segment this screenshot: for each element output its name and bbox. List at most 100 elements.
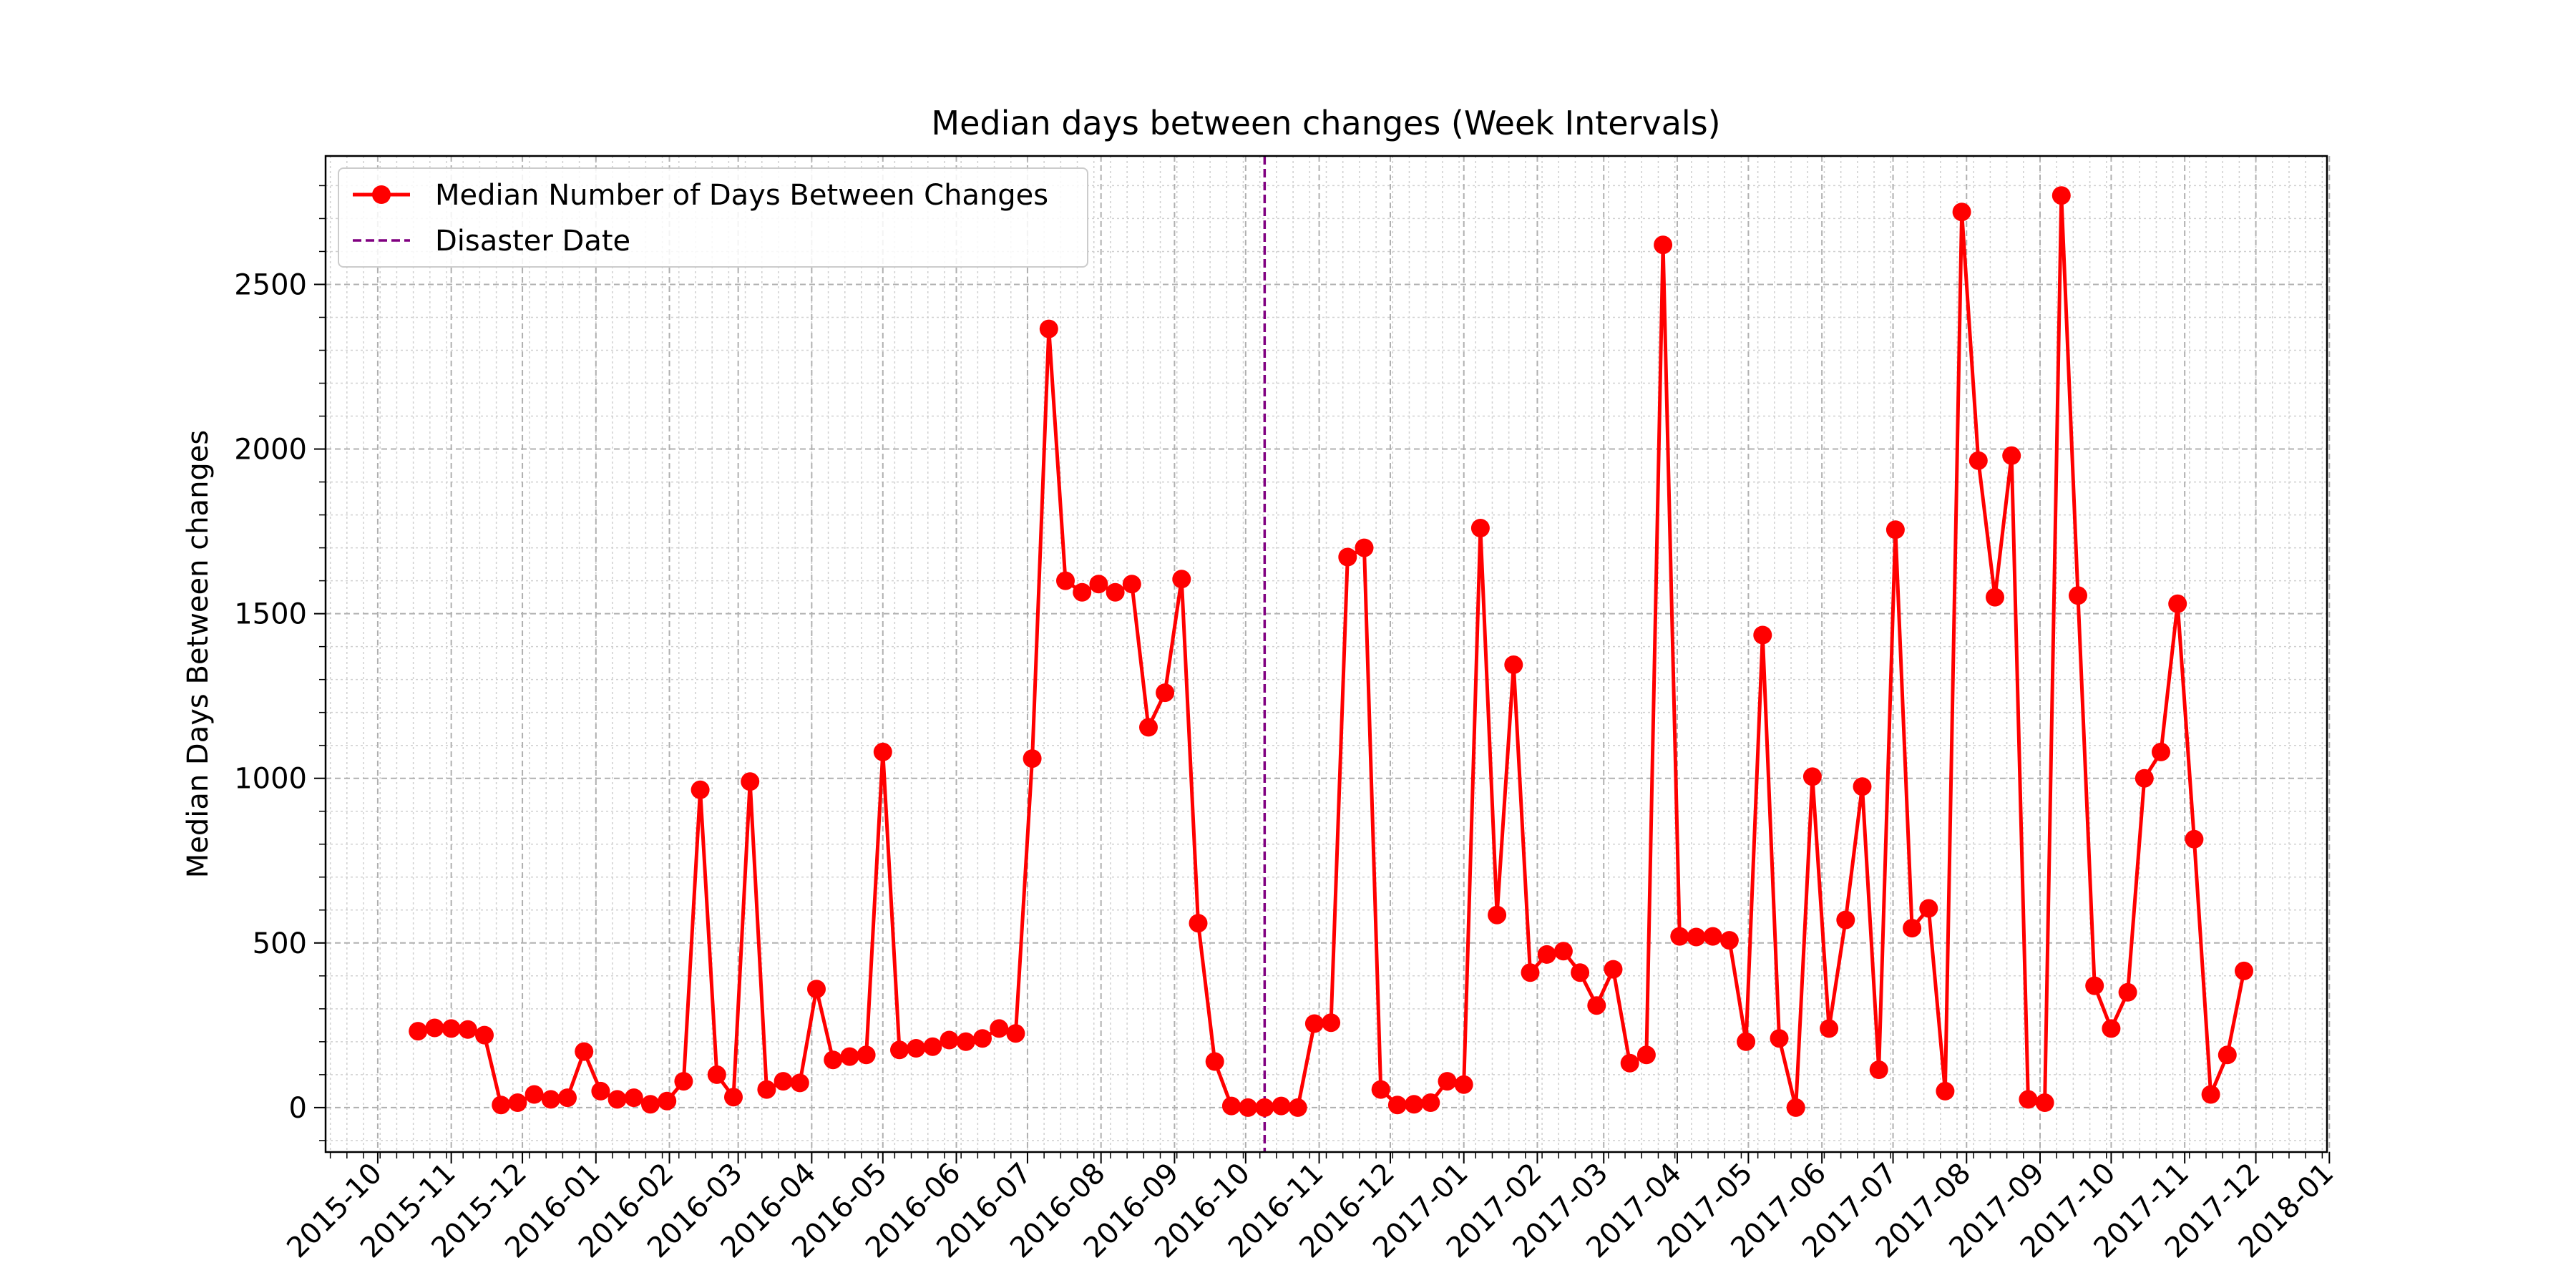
y-axis: 0 500 1000 1500 2000 2500 (234, 185, 326, 1141)
data-point (1719, 931, 1739, 950)
data-point (857, 1045, 876, 1065)
data-point (1687, 927, 1706, 947)
data-point (840, 1047, 859, 1066)
data-point (1089, 575, 1108, 594)
data-point (1620, 1053, 1639, 1073)
data-point (1952, 203, 1971, 222)
y-tick-label: 2000 (234, 434, 307, 467)
data-point (2002, 446, 2021, 465)
data-point (1371, 1080, 1390, 1099)
chart-title: Median days between changes (Week Interv… (931, 104, 1720, 142)
legend: Median Number of Days Between Changes Dis… (338, 167, 1088, 268)
data-point (691, 780, 710, 799)
data-point (475, 1025, 494, 1045)
data-point (441, 1019, 461, 1038)
data-point (1023, 749, 1042, 769)
data-point (2118, 982, 2137, 1002)
data-point (1869, 1060, 1888, 1079)
data-point (1654, 235, 1673, 255)
y-tick-label: 500 (253, 927, 307, 960)
data-point (1919, 899, 1938, 918)
data-point (1488, 905, 1507, 924)
data-point (1205, 1052, 1224, 1071)
data-point (1073, 582, 1092, 602)
data-point (940, 1030, 959, 1050)
y-tick-label: 1000 (234, 763, 307, 796)
data-point (1039, 319, 1058, 338)
data-point (1636, 1045, 1656, 1065)
y-tick-label: 1500 (234, 598, 307, 631)
data-point (658, 1091, 677, 1111)
legend-box (338, 167, 1088, 268)
data-series (409, 186, 2253, 1117)
data-point (1355, 538, 1374, 557)
data-point (1239, 1098, 1258, 1117)
data-point (790, 1073, 809, 1093)
data-point (2019, 1090, 2038, 1109)
data-point (1853, 777, 1872, 796)
data-point (2135, 769, 2154, 788)
data-point (1156, 683, 1175, 703)
data-point (1405, 1095, 1424, 1114)
data-point (558, 1088, 577, 1108)
data-point (2085, 976, 2104, 995)
data-point (1006, 1024, 1025, 1043)
data-point (575, 1042, 594, 1061)
data-point (2051, 186, 2071, 205)
data-point (1255, 1098, 1274, 1117)
data-point (2035, 1093, 2054, 1112)
data-point (1189, 914, 1208, 933)
data-point (1968, 451, 1988, 470)
data-point (824, 1050, 843, 1070)
data-point (2152, 742, 2170, 761)
data-point (1553, 942, 1573, 961)
data-point (541, 1090, 560, 1109)
data-point (1221, 1096, 1241, 1116)
data-point (1387, 1096, 1407, 1115)
data-point (409, 1022, 428, 1041)
data-point (2235, 961, 2253, 980)
data-point (1836, 910, 1855, 930)
data-point (774, 1072, 793, 1091)
data-point (624, 1088, 643, 1108)
data-point (724, 1088, 743, 1107)
data-point (2185, 829, 2204, 849)
data-point (1537, 945, 1556, 964)
data-point (973, 1029, 992, 1048)
data-point (1322, 1013, 1341, 1033)
data-point (707, 1065, 726, 1084)
data-point (1272, 1096, 1291, 1116)
data-point (1587, 996, 1606, 1015)
data-point (508, 1093, 527, 1112)
data-point (873, 742, 892, 761)
data-point (458, 1020, 477, 1039)
data-point (1454, 1075, 1473, 1094)
data-point (1986, 587, 2004, 607)
data-point (525, 1085, 544, 1104)
data-point (1304, 1014, 1324, 1033)
data-point (608, 1090, 627, 1109)
data-point (1770, 1029, 1789, 1048)
grid (326, 156, 2331, 1152)
data-point (2102, 1019, 2121, 1038)
data-point (1786, 1098, 1805, 1117)
data-point (807, 980, 826, 999)
data-point (1737, 1032, 1756, 1051)
y-axis-label: Median Days Between changes (182, 430, 215, 879)
data-point (1139, 718, 1158, 737)
data-point (1056, 571, 1075, 590)
legend-series-marker (372, 185, 391, 204)
data-point (890, 1040, 909, 1060)
y-tick-label: 2500 (234, 268, 307, 301)
legend-disaster-label: Disaster Date (435, 225, 630, 258)
data-point (1571, 963, 1590, 982)
data-point (1106, 582, 1125, 602)
data-point (2168, 594, 2187, 613)
data-point (1802, 767, 1822, 786)
data-point (492, 1096, 511, 1115)
data-point (641, 1095, 660, 1114)
data-point (907, 1039, 926, 1058)
plot-frame (324, 155, 2328, 1153)
data-point (923, 1037, 942, 1056)
data-point (990, 1019, 1009, 1038)
